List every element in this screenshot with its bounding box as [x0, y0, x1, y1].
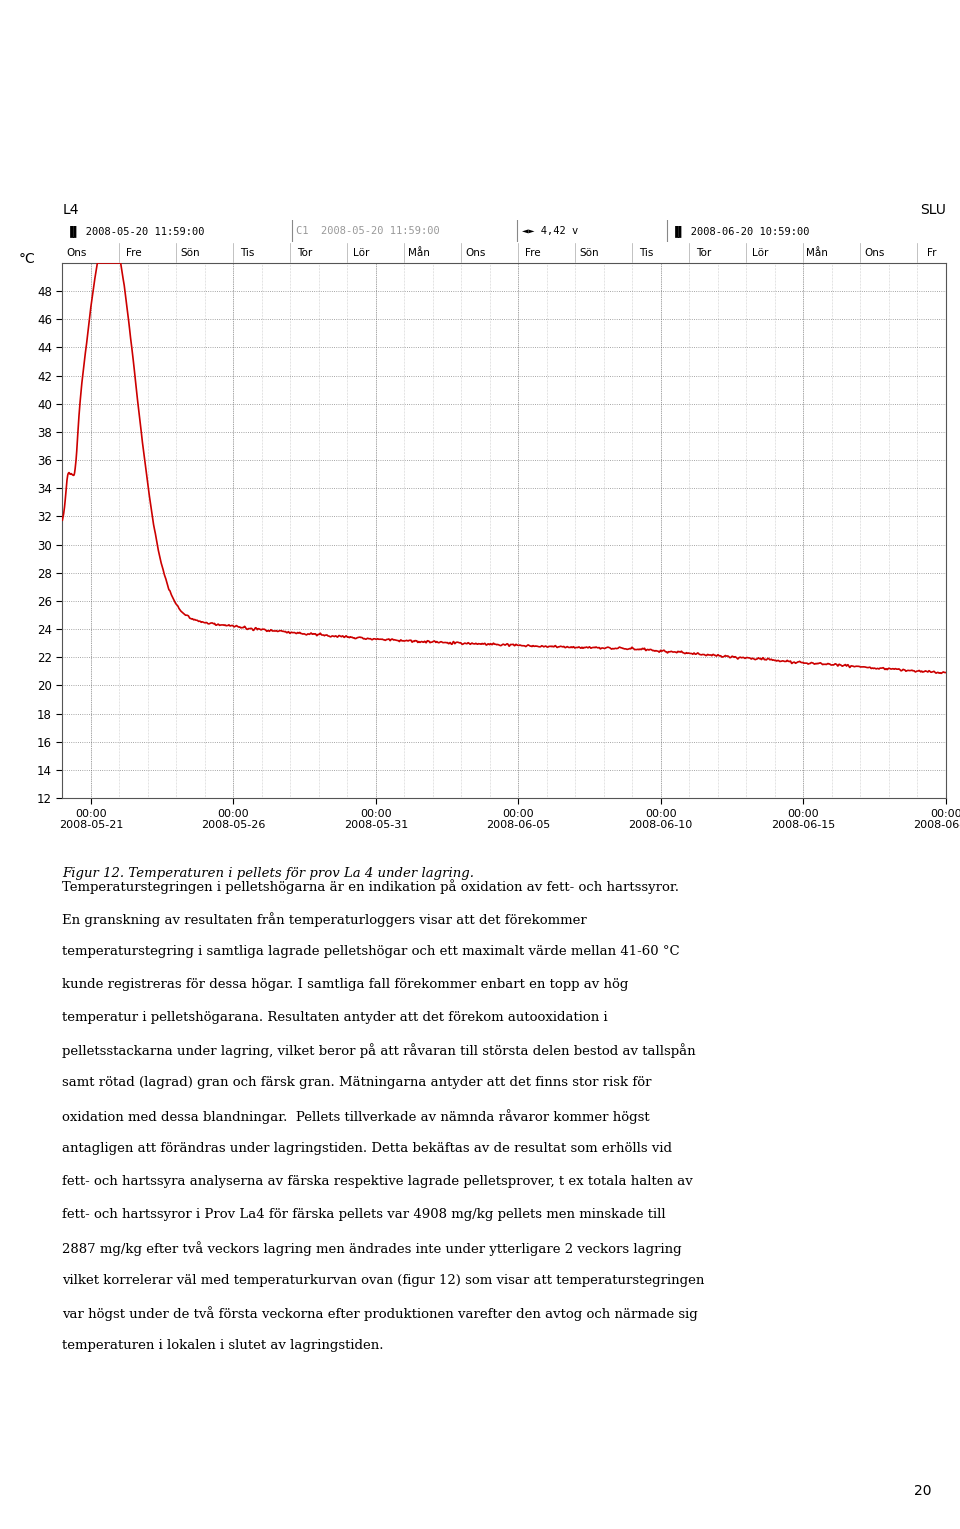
Text: Tor: Tor — [297, 248, 312, 258]
Text: Ons: Ons — [864, 248, 884, 258]
Text: Sön: Sön — [580, 248, 599, 258]
Text: Mån: Mån — [806, 248, 828, 258]
Text: Figur 12. Temperaturen i pellets för prov La 4 under lagring.: Figur 12. Temperaturen i pellets för pro… — [62, 867, 474, 881]
Text: 2887 mg/kg efter två veckors lagring men ändrades inte under ytterligare 2 vecko: 2887 mg/kg efter två veckors lagring men… — [62, 1240, 682, 1255]
Text: Temperaturstegringen i pelletshögarna är en indikation på oxidation av fett- och: Temperaturstegringen i pelletshögarna är… — [62, 879, 680, 894]
Text: C1  2008-05-20 11:59:00: C1 2008-05-20 11:59:00 — [297, 226, 441, 235]
Text: SLU: SLU — [920, 203, 946, 217]
Text: Lör: Lör — [353, 248, 370, 258]
Text: Tis: Tis — [240, 248, 254, 258]
Text: Ons: Ons — [66, 248, 86, 258]
Text: ▐▌ 2008-05-20 11:59:00: ▐▌ 2008-05-20 11:59:00 — [67, 225, 204, 237]
Text: 20: 20 — [914, 1485, 931, 1498]
Text: Ons: Ons — [466, 248, 486, 258]
Text: vilket korrelerar väl med temperaturkurvan ovan (figur 12) som visar att tempera: vilket korrelerar väl med temperaturkurv… — [62, 1274, 705, 1287]
Text: ◄► 4,42 v: ◄► 4,42 v — [521, 226, 578, 235]
Text: samt rötad (lagrad) gran och färsk gran. Mätningarna antyder att det finns stor : samt rötad (lagrad) gran och färsk gran.… — [62, 1076, 652, 1090]
Text: temperatur i pelletshögarana. Resultaten antyder att det förekom autooxidation i: temperatur i pelletshögarana. Resultaten… — [62, 1011, 608, 1024]
Text: Mån: Mån — [408, 248, 429, 258]
Text: En granskning av resultaten från temperaturloggers visar att det förekommer: En granskning av resultaten från tempera… — [62, 911, 588, 927]
Text: fett- och hartssyror i Prov La4 för färska pellets var 4908 mg/kg pellets men mi: fett- och hartssyror i Prov La4 för färs… — [62, 1208, 666, 1222]
Text: antagligen att förändras under lagringstiden. Detta bekäftas av de resultat som : antagligen att förändras under lagringst… — [62, 1142, 672, 1156]
Text: Tis: Tis — [639, 248, 654, 258]
Text: Lör: Lör — [753, 248, 769, 258]
Text: L4: L4 — [62, 203, 79, 217]
Text: Fre: Fre — [126, 248, 141, 258]
Text: kunde registreras för dessa högar. I samtliga fall förekommer enbart en topp av : kunde registreras för dessa högar. I sam… — [62, 979, 629, 991]
Text: ▐▌ 2008-06-20 10:59:00: ▐▌ 2008-06-20 10:59:00 — [672, 225, 809, 237]
Text: Fre: Fre — [525, 248, 540, 258]
Text: Fr: Fr — [926, 248, 936, 258]
Text: fett- och hartssyra analyserna av färska respektive lagrade pelletsprover, t ex : fett- och hartssyra analyserna av färska… — [62, 1174, 693, 1188]
Text: Tor: Tor — [696, 248, 711, 258]
Text: temperaturen i lokalen i slutet av lagringstiden.: temperaturen i lokalen i slutet av lagri… — [62, 1339, 384, 1353]
Text: Sön: Sön — [180, 248, 201, 258]
Y-axis label: °C: °C — [18, 252, 36, 266]
Text: oxidation med dessa blandningar.  Pellets tillverkade av nämnda råvaror kommer h: oxidation med dessa blandningar. Pellets… — [62, 1109, 650, 1124]
Text: temperaturstegring i samtliga lagrade pelletshögar och ett maximalt värde mellan: temperaturstegring i samtliga lagrade pe… — [62, 945, 680, 959]
Text: pelletsstackarna under lagring, vilket beror på att råvaran till största delen b: pelletsstackarna under lagring, vilket b… — [62, 1043, 696, 1058]
Text: var högst under de två första veckorna efter produktionen varefter den avtog och: var högst under de två första veckorna e… — [62, 1306, 698, 1321]
